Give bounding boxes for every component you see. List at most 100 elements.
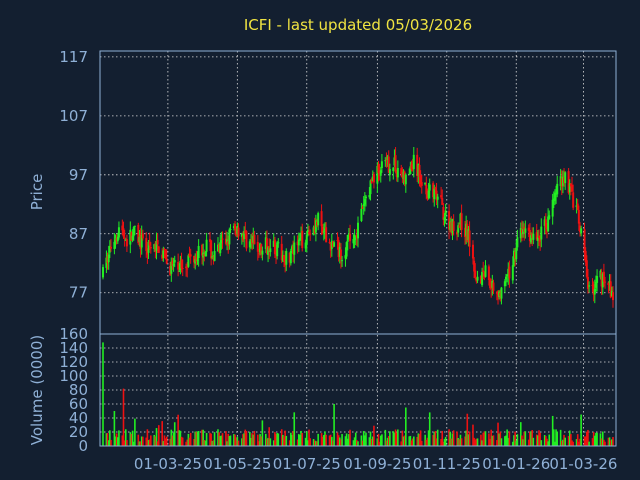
volume-bar	[233, 434, 235, 446]
volume-bar	[316, 441, 318, 446]
candle-body	[220, 240, 223, 244]
candle-body	[372, 174, 375, 183]
volume-bar	[451, 433, 454, 446]
volume-bar	[237, 440, 240, 446]
x-tick-label: 01-07-25	[273, 455, 341, 473]
volume-bar	[308, 429, 310, 446]
candle-body	[156, 239, 159, 245]
volume-bar	[591, 438, 594, 446]
volume-bar	[580, 414, 582, 446]
volume-bar	[217, 429, 219, 446]
volume-bar	[389, 431, 391, 446]
volume-bar	[300, 430, 302, 446]
volume-bar	[378, 441, 381, 446]
volume-bar	[139, 441, 142, 446]
volume-bar	[165, 436, 168, 446]
volume-bar	[209, 432, 211, 446]
volume-bar	[424, 434, 426, 446]
candle-body	[569, 183, 572, 187]
volume-bar	[275, 434, 277, 446]
volume-bar	[283, 436, 285, 446]
volume-bar	[508, 431, 511, 446]
x-tick-label: 01-11-25	[413, 455, 481, 473]
candle-body	[236, 225, 239, 235]
candle-body	[563, 177, 566, 184]
candle-body	[237, 227, 240, 237]
candle-body	[193, 255, 196, 263]
volume-bar	[548, 434, 551, 446]
candle-body	[388, 168, 391, 175]
candle-body	[272, 240, 275, 247]
volume-bar	[202, 429, 204, 446]
candle-body	[538, 236, 541, 238]
candle-body	[483, 273, 486, 277]
candle-body	[411, 168, 414, 170]
candle-body	[424, 182, 427, 185]
volume-bar	[242, 434, 244, 446]
candle-body	[608, 281, 611, 283]
candle-body	[117, 227, 120, 238]
candle-body	[212, 256, 215, 259]
volume-bar	[213, 432, 216, 446]
volume-bar	[227, 433, 230, 446]
candle-body	[492, 282, 495, 291]
candle-body	[330, 240, 333, 249]
volume-bar	[514, 431, 516, 446]
candle-body	[211, 256, 214, 259]
volume-bar	[105, 433, 108, 446]
candle-body	[148, 241, 151, 246]
volume-bar	[197, 430, 200, 446]
volume-bar	[264, 433, 267, 446]
candle-body	[593, 289, 596, 295]
candle-body	[232, 226, 235, 229]
volume-bar	[472, 424, 474, 446]
candle-body	[528, 230, 531, 242]
candle-body	[433, 188, 436, 200]
candle-body	[141, 233, 144, 239]
candle-body	[338, 247, 341, 257]
volume-bar	[603, 439, 605, 446]
candle-body	[304, 242, 307, 249]
volume-bar	[244, 429, 247, 446]
volume-bar	[387, 436, 390, 446]
volume-bar	[299, 434, 301, 446]
candle-body	[154, 243, 157, 253]
price-tick-label: 107	[59, 107, 88, 125]
candle-body	[524, 228, 527, 233]
volume-bar	[491, 435, 494, 446]
volume-bar	[364, 435, 366, 446]
candle-body	[585, 260, 588, 277]
volume-bar	[529, 431, 531, 446]
volume-bar	[531, 430, 533, 446]
candle-body	[592, 284, 595, 295]
volume-bar	[546, 438, 548, 446]
candle-body	[336, 240, 339, 242]
candle-body	[487, 266, 490, 281]
volume-bar	[338, 437, 341, 446]
candle-body	[305, 234, 308, 245]
volume-bar	[402, 436, 405, 446]
x-tick-label: 01-03-25	[134, 455, 202, 473]
candle-body	[511, 265, 514, 281]
candle-body	[195, 257, 198, 262]
candle-body	[163, 249, 166, 251]
volume-bar	[284, 430, 286, 446]
volume-bar	[298, 434, 300, 446]
price-tick-label: 77	[69, 284, 88, 302]
candle-body	[252, 235, 255, 243]
volume-bar	[559, 429, 562, 446]
volume-bar	[586, 431, 588, 446]
volume-bar	[576, 434, 579, 446]
candle-body	[586, 276, 589, 289]
candle-body	[226, 239, 229, 243]
candle-body	[545, 227, 548, 230]
volume-bar	[405, 407, 407, 446]
candle-body	[403, 171, 406, 183]
candle-body	[449, 221, 452, 230]
volume-panel-frame	[99, 333, 617, 447]
volume-bar	[134, 418, 136, 446]
x-tick-label: 01-01-26	[482, 455, 550, 473]
candle-body	[553, 193, 556, 201]
volume-bar	[401, 430, 404, 446]
volume-tick-label: 140	[59, 339, 88, 357]
